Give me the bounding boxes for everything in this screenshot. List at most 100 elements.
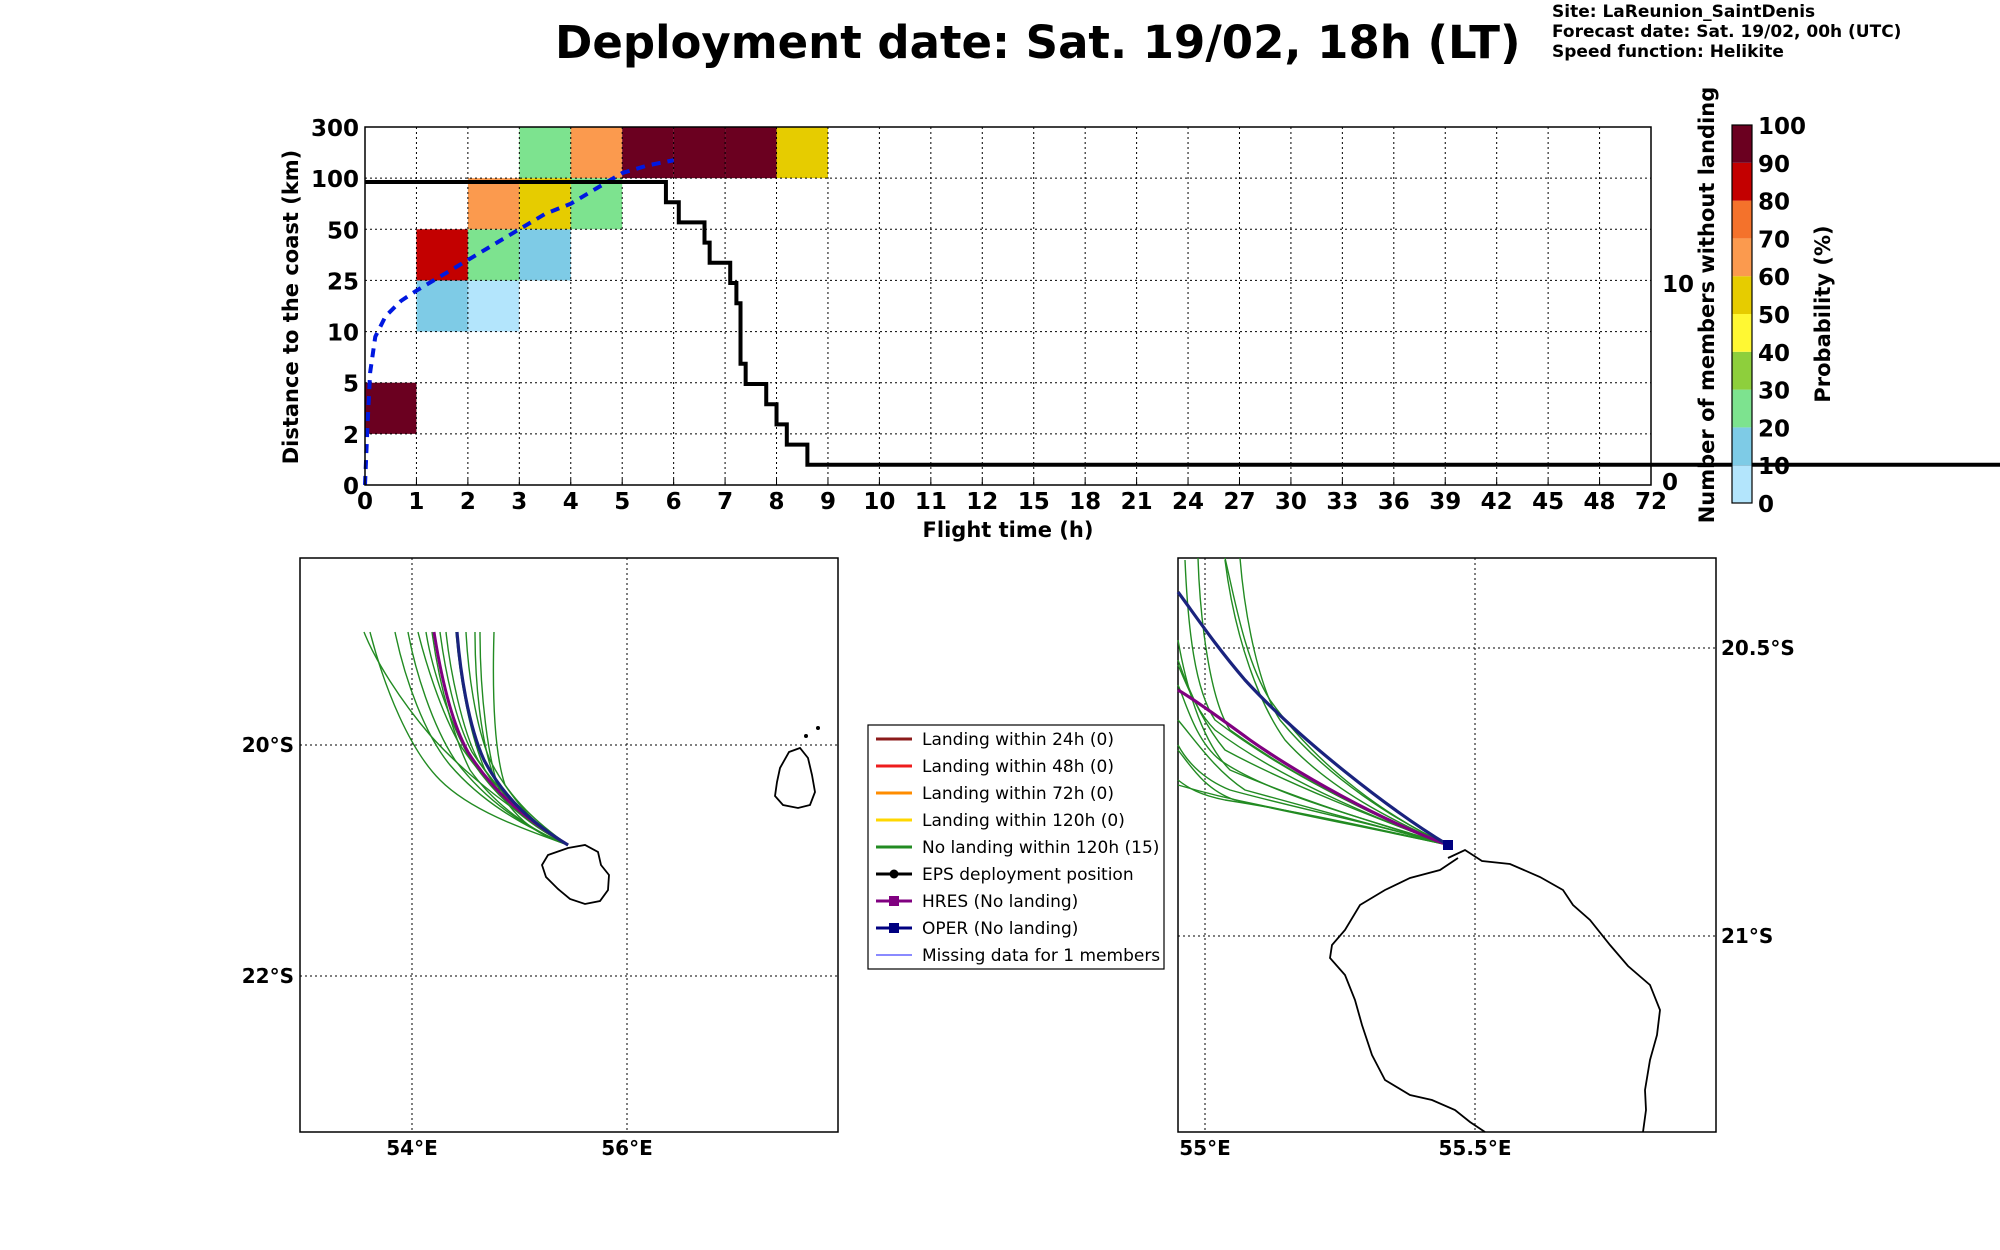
heatmap-cell (673, 127, 726, 179)
y-tick-label: 25 (327, 269, 359, 295)
legend-item-label: OPER (No landing) (922, 919, 1078, 939)
x-tick-label: 1 (408, 489, 424, 515)
x-tick-label: 30 (1275, 489, 1307, 515)
page-title: Deployment date: Sat. 19/02, 18h (LT) (555, 16, 1521, 69)
y-tick-label: 50 (327, 218, 359, 244)
x-tick-label: 36 (1378, 489, 1410, 515)
x-tick-label: 4 (563, 489, 579, 515)
colorbar-segment (1732, 314, 1752, 352)
x-tick-label: 6 (666, 489, 682, 515)
x-tick-label: 27 (1223, 489, 1255, 515)
trajectory-no-landing (369, 631, 569, 846)
reunion-island-outline (541, 844, 610, 905)
legend-item-label: Landing within 120h (0) (922, 811, 1125, 831)
colorbar-segment (1732, 238, 1752, 277)
x-tick-label: 9 (820, 489, 836, 515)
legend-item-label: Landing within 24h (0) (922, 730, 1114, 750)
members-without-landing-line (365, 180, 2000, 467)
heatmap-cell (570, 127, 623, 179)
legend-item-label: Missing data for 1 members (922, 946, 1160, 966)
y-axis-label: Distance to the coast (km) (279, 150, 303, 465)
x-tick-label: 5 (614, 489, 630, 515)
y2-tick-label: 0 (1662, 470, 1678, 496)
forecast-date-label: Forecast date: Sat. 19/02, 00h (UTC) (1552, 22, 1902, 42)
colorbar-tick-label: 60 (1758, 265, 1790, 291)
site-label: Site: LaReunion_SaintDenis (1552, 2, 1816, 22)
x-tick-label: 12 (966, 489, 998, 515)
x-tick-label: 15 (1018, 489, 1050, 515)
trajectory-no-landing (407, 631, 569, 846)
trajectory-no-landing (1177, 779, 1449, 846)
heatmap-cell (776, 127, 828, 179)
colorbar-tick-label: 0 (1758, 492, 1774, 518)
colorbar-segment (1732, 427, 1752, 466)
zoom-map: 55°E 55.5°E 20.5°S 21°S (1176, 557, 1795, 1160)
y2-axis-label: Number of members without landing (1695, 87, 1719, 524)
trajectory-no-landing (465, 631, 569, 846)
lon-tick-label: 56°E (601, 1136, 653, 1160)
colorbar-tick-label: 50 (1758, 303, 1790, 329)
lat-tick-label: 22°S (242, 964, 294, 988)
heatmap-cell (622, 127, 674, 179)
colorbar-tick-label: 90 (1758, 152, 1790, 178)
heatmap-cell (416, 280, 468, 332)
colorbar-segment (1732, 162, 1752, 201)
legend-item-label: EPS deployment position (922, 865, 1134, 885)
colorbar-tick-label: 70 (1758, 227, 1790, 253)
probability-heatmap: 0 1 2 3 4 5 6 7 8 9 10 11 12 15 18 21 24 27 30 33 36 39 42 45 48… (279, 87, 2000, 542)
heatmap-cell (519, 229, 571, 281)
heatmap-cell (519, 178, 571, 230)
x-tick-label: 48 (1584, 489, 1616, 515)
heatmap-cell (519, 127, 571, 179)
map-frame (299, 557, 839, 1133)
heatmap-cell (725, 127, 777, 179)
lon-tick-label: 55°E (1179, 1136, 1231, 1160)
speed-function-label: Speed function: Helikite (1552, 42, 1784, 62)
colorbar-tick-label: 10 (1758, 454, 1790, 480)
colorbar-label: Probability (%) (1811, 225, 1835, 402)
legend-dot-marker (889, 869, 899, 879)
trajectory-no-landing (1224, 559, 1449, 846)
colorbar-segment (1732, 125, 1752, 163)
colorbar-tick-label: 30 (1758, 379, 1790, 405)
x-tick-label: 3 (511, 489, 527, 515)
colorbar-tick-label: 40 (1758, 341, 1790, 367)
heatmap-cell (467, 229, 520, 281)
trajectory-no-landing (1239, 557, 1449, 846)
legend-item-label: HRES (No landing) (922, 892, 1078, 912)
colorbar-frame (1731, 124, 1753, 504)
heatmap-cell (467, 178, 520, 230)
colorbar-segment (1732, 389, 1752, 428)
probability-colorbar: 0 10 20 30 40 50 60 70 80 90 100 Probability (%) (1731, 114, 1835, 518)
x-axis-label: Flight time (h) (923, 518, 1094, 542)
x-tick-label: 42 (1481, 489, 1513, 515)
overview-map: 54°E 56°E 20°S 22°S (242, 557, 839, 1160)
y-tick-label: 0 (343, 474, 359, 500)
y-tick-label: 10 (327, 321, 359, 347)
lat-tick-label: 20.5°S (1721, 636, 1795, 660)
colorbar-segment (1732, 200, 1752, 239)
x-tick-label: 21 (1121, 489, 1153, 515)
colorbar-segment (1732, 351, 1752, 390)
site-info-block: Site: LaReunion_SaintDenis Forecast date… (1552, 2, 1901, 62)
legend-frame (867, 724, 1165, 970)
x-tick-label: 7 (717, 489, 733, 515)
lon-tick-label: 54°E (386, 1136, 438, 1160)
small-island-dot (816, 726, 820, 730)
oper-trajectory (455, 631, 569, 847)
legend-item-label: Landing within 48h (0) (922, 757, 1114, 777)
x-tick-label: 8 (769, 489, 785, 515)
oper-trajectory (1176, 591, 1449, 847)
colorbar-tick-label: 100 (1758, 114, 1806, 140)
x-tick-label: 39 (1429, 489, 1461, 515)
heatmap-cell (365, 382, 417, 434)
heatmap-cell (570, 178, 623, 230)
lon-tick-label: 55.5°E (1438, 1136, 1511, 1160)
y-tick-label: 2 (343, 423, 359, 449)
trajectory-no-landing (1177, 684, 1449, 846)
colorbar-segment (1732, 465, 1752, 503)
legend-square-marker (889, 923, 899, 933)
colorbar-segment (1732, 276, 1752, 314)
trajectory-no-landing (1177, 664, 1449, 846)
